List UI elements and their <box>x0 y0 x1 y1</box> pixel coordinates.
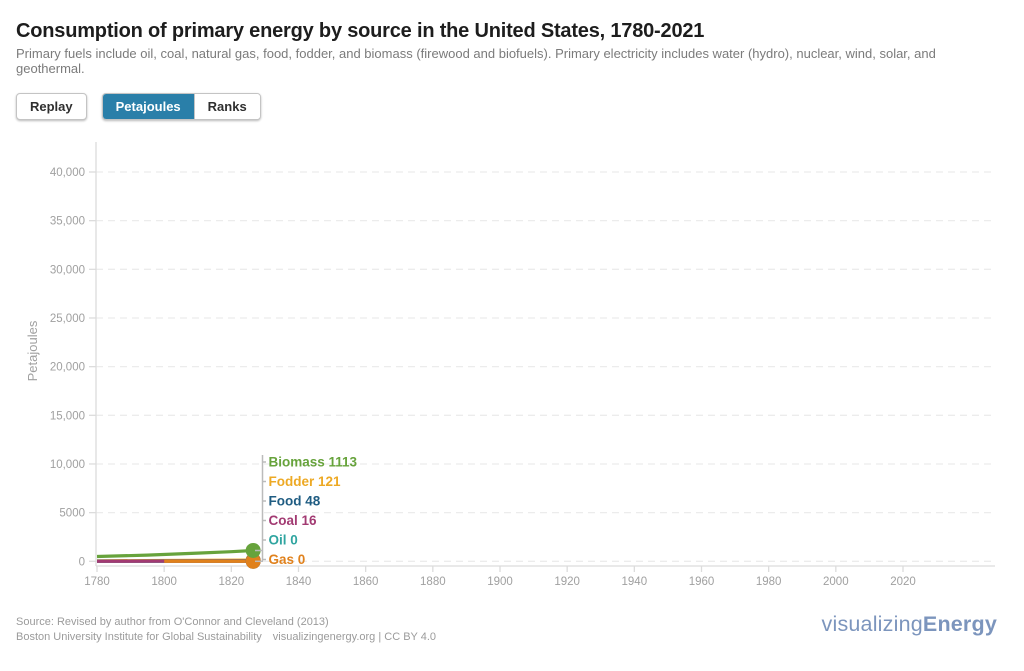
y-tick-label: 30,000 <box>50 264 85 276</box>
y-tick-label: 20,000 <box>50 362 85 374</box>
x-tick-label: 1840 <box>286 576 312 588</box>
y-tick-label: 25,000 <box>50 313 85 325</box>
source-line-1: Source: Revised by author from O'Connor … <box>16 616 329 628</box>
chart-controls: Replay Petajoules Ranks <box>16 93 261 120</box>
page-title: Consumption of primary energy by source … <box>16 20 705 42</box>
y-tick-label: 10,000 <box>50 459 85 471</box>
x-tick-label: 1960 <box>689 576 715 588</box>
x-tick-label: 1900 <box>487 576 513 588</box>
energy-chart: 0 5000 10,000 15,000 20,000 25,000 30,000 35,00… <box>25 142 995 588</box>
chart-area: 0 5000 10,000 15,000 20,000 25,000 30,000 35,00… <box>0 135 1024 605</box>
x-tick-label: 1800 <box>151 576 177 588</box>
x-tick-label: 1820 <box>219 576 245 588</box>
y-tick-label: 5000 <box>59 508 85 520</box>
series-label-food: Food 48 <box>269 494 321 509</box>
source-attribution: Source: Revised by author from O'Connor … <box>16 615 436 645</box>
x-tick-label: 1780 <box>84 576 110 588</box>
y-tick-label: 15,000 <box>50 410 85 422</box>
y-tick-label: 35,000 <box>50 216 85 228</box>
x-tick-label: 1860 <box>353 576 379 588</box>
y-tick-label: 0 <box>79 556 85 568</box>
series-label-oil: Oil 0 <box>269 533 298 548</box>
series-label-gas: Gas 0 <box>269 552 306 567</box>
source-line-2: Boston University Institute for Global S… <box>16 631 437 643</box>
x-tick-label: 1980 <box>756 576 782 588</box>
x-tick-label: 1940 <box>622 576 648 588</box>
series-label-fodder: Fodder 121 <box>269 474 342 489</box>
page-subtitle: Primary fuels include oil, coal, natural… <box>16 46 936 76</box>
x-tick-label: 1880 <box>420 576 446 588</box>
tab-petajoules[interactable]: Petajoules <box>102 94 194 119</box>
tab-ranks[interactable]: Ranks <box>193 94 260 119</box>
y-tick-label: 40,000 <box>50 167 85 179</box>
replay-button[interactable]: Replay <box>16 93 87 120</box>
visualizing-energy-logo: visualizingEnergy <box>821 612 997 636</box>
series-label-coal: Coal 16 <box>269 513 318 528</box>
x-tick-label: 2000 <box>823 576 849 588</box>
site-credit: visualizingenergy.org | CC BY 4.0 <box>272 631 437 643</box>
x-tick-label: 1920 <box>554 576 580 588</box>
view-toggle-group: Petajoules Ranks <box>101 93 261 120</box>
x-tick-label: 2020 <box>890 576 916 588</box>
y-axis-title: Petajoules <box>25 320 40 381</box>
series-dot-biomass <box>245 542 261 558</box>
series-label-biomass: Biomass 1113 <box>269 455 358 470</box>
series-line-biomass <box>96 548 254 559</box>
series-dot-gas <box>245 553 261 569</box>
